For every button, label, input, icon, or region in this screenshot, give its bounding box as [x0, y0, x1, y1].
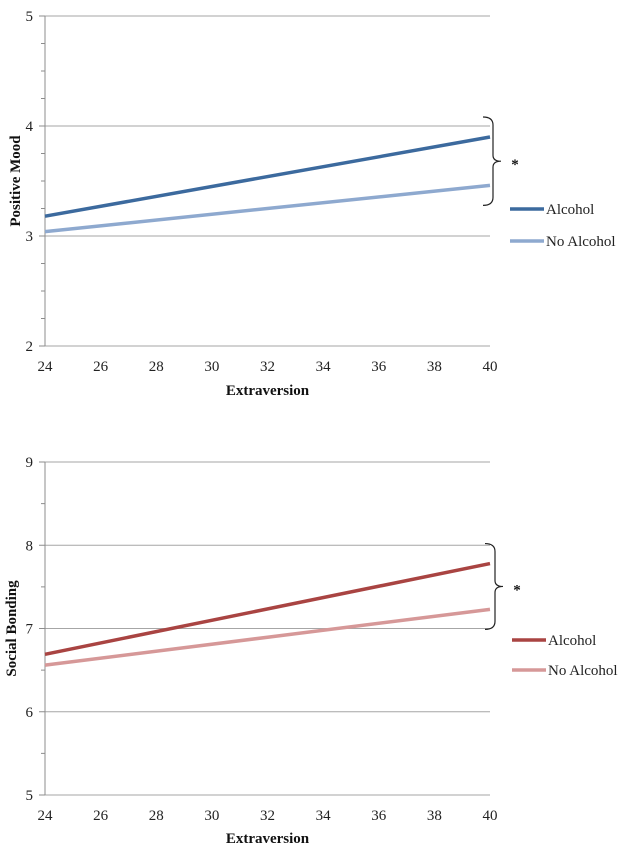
- y-tick-label: 4: [26, 119, 34, 135]
- series-line-no-alcohol: [44, 607, 491, 667]
- significance-brace: [484, 542, 504, 630]
- x-tick-label: 34: [316, 359, 332, 375]
- chart-2: 5 6 7 8 9 24 26 28 30 32 34 36 38 40 Extraversion Socia…: [4, 455, 618, 847]
- x-tick-label: 24: [38, 359, 54, 375]
- x-tick-label: 26: [93, 359, 109, 375]
- x-tick-label: 30: [204, 808, 219, 824]
- legend-label: No Alcohol: [548, 663, 618, 679]
- y-tick-label: 7: [26, 622, 34, 638]
- x-tick-label: 34: [316, 808, 332, 824]
- x-tick-label: 32: [260, 808, 275, 824]
- y-axis-label: Positive Mood: [8, 135, 24, 227]
- y-tick-label: 2: [26, 339, 34, 355]
- series-line-alcohol: [44, 135, 491, 218]
- significance-marker: *: [511, 157, 519, 173]
- significance-marker: *: [513, 582, 521, 598]
- x-tick-label: 24: [38, 808, 54, 824]
- y-tick-label: 3: [26, 229, 34, 245]
- x-axis-label: Extraversion: [226, 383, 310, 399]
- legend-label: No Alcohol: [546, 234, 616, 250]
- x-tick-label: 40: [483, 359, 498, 375]
- significance-brace: [482, 116, 502, 206]
- x-axis-label: Extraversion: [226, 831, 310, 847]
- x-tick-label: 38: [427, 359, 442, 375]
- y-tick-label: 5: [26, 9, 34, 25]
- x-tick-label: 28: [149, 808, 164, 824]
- series-line-no-alcohol: [44, 183, 491, 234]
- y-tick-label: 9: [26, 455, 34, 471]
- y-tick-label: 8: [26, 538, 34, 554]
- legend-label: Alcohol: [548, 633, 596, 649]
- x-tick-label: 40: [483, 808, 498, 824]
- series-line-alcohol: [44, 561, 491, 657]
- y-tick-label: 5: [26, 788, 34, 804]
- x-tick-label: 36: [371, 808, 387, 824]
- x-tick-label: 26: [93, 808, 109, 824]
- x-tick-label: 38: [427, 808, 442, 824]
- x-tick-label: 30: [204, 359, 219, 375]
- x-tick-label: 32: [260, 359, 275, 375]
- x-tick-label: 36: [371, 359, 387, 375]
- legend-label: Alcohol: [546, 202, 594, 218]
- y-tick-label: 6: [26, 705, 34, 721]
- y-axis-label: Social Bonding: [4, 580, 20, 677]
- x-tick-label: 28: [149, 359, 164, 375]
